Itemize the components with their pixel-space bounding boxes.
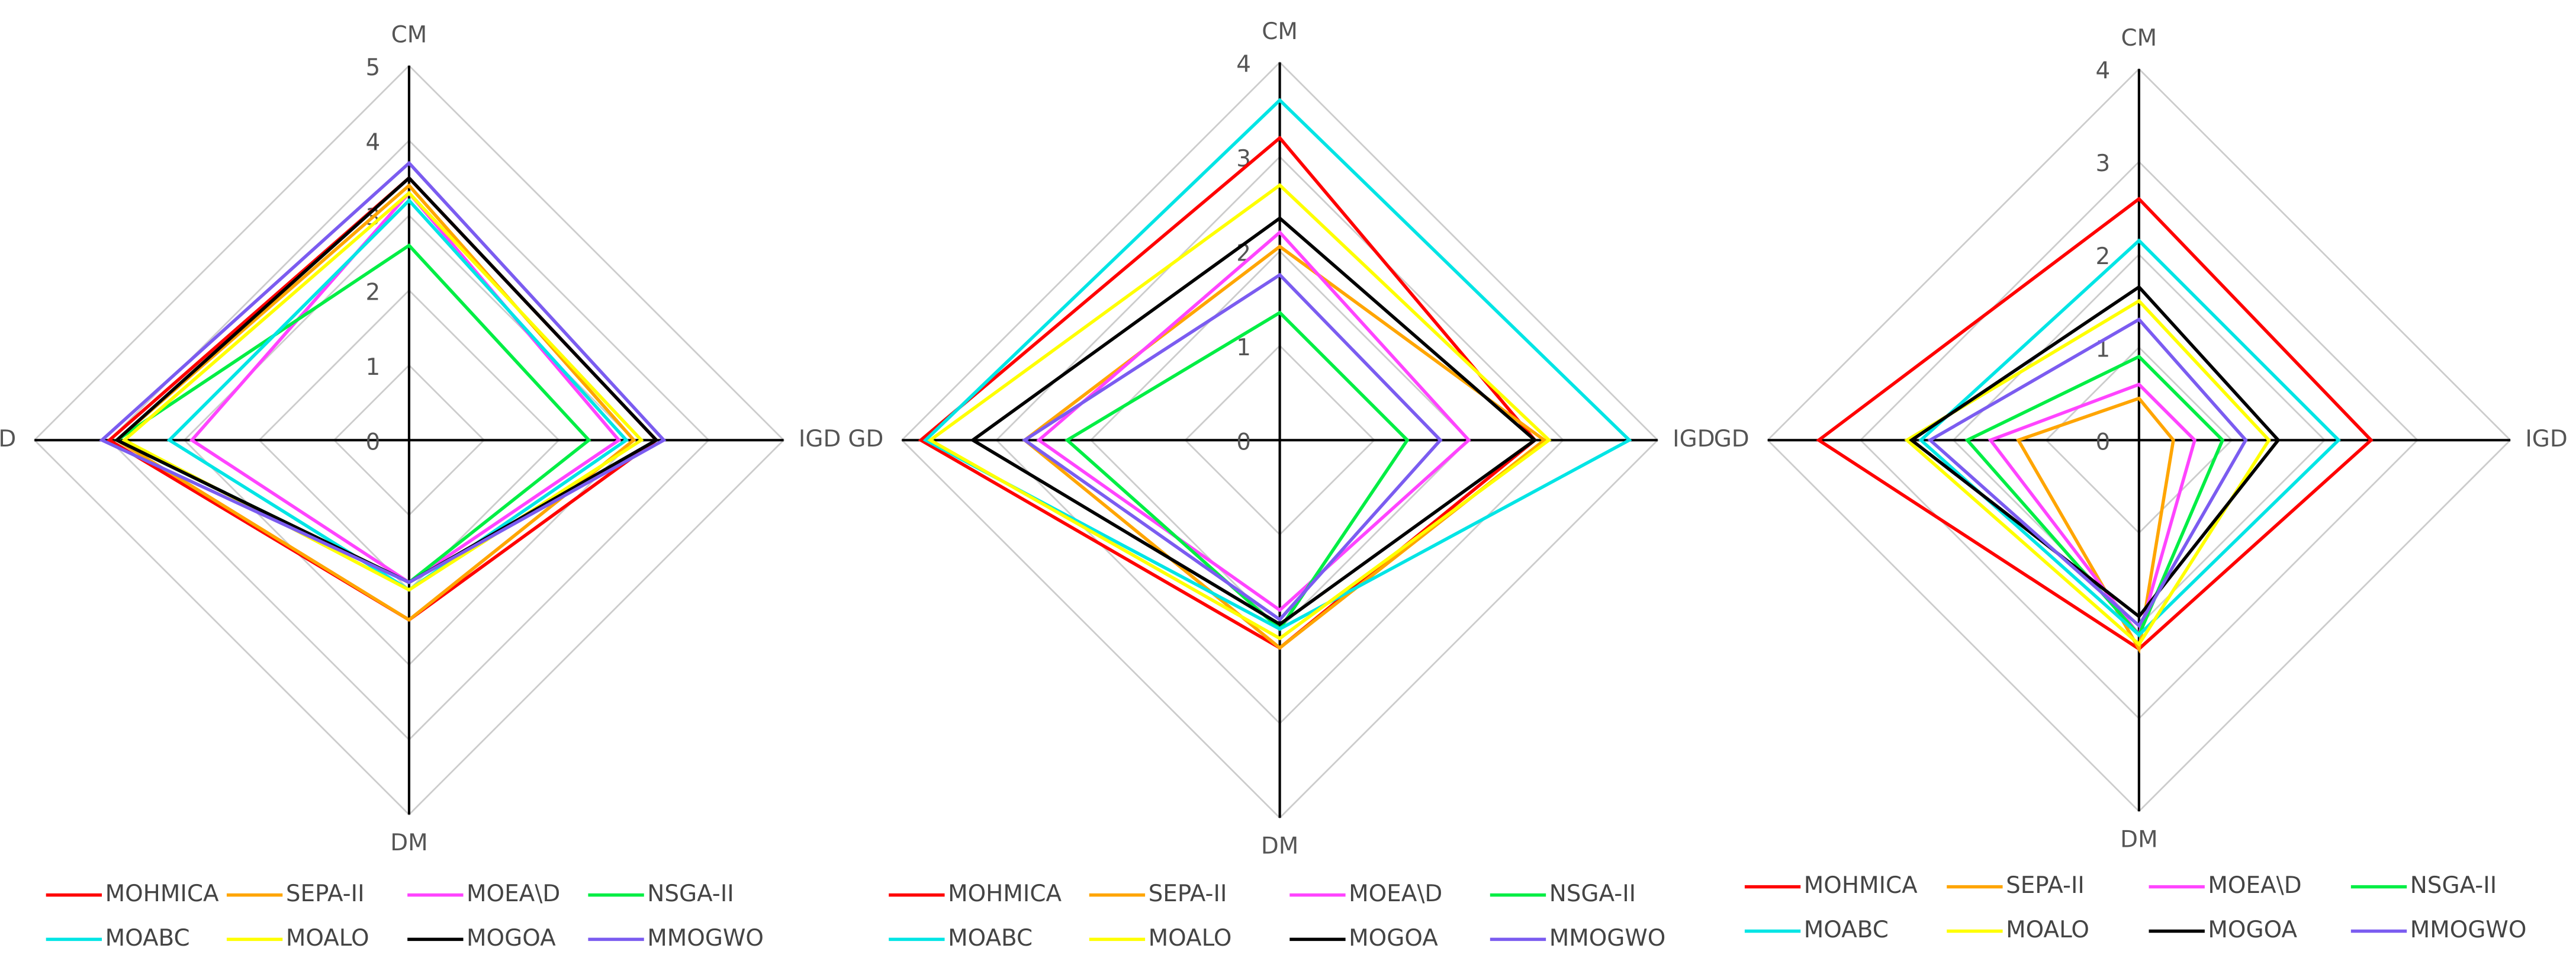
series-line xyxy=(1036,230,1471,612)
legend-item: SEPA-II xyxy=(1089,881,1227,907)
legend-label: MOEA\D xyxy=(1349,881,1442,907)
legend-label: MOABC xyxy=(1804,917,1889,943)
legend-label: MOEA\D xyxy=(467,881,560,907)
series-line xyxy=(970,216,1538,626)
tick-label: 1 xyxy=(366,354,381,381)
tick-label: 5 xyxy=(366,54,381,81)
tick-label: 4 xyxy=(1236,51,1251,78)
legend-item: MOABC xyxy=(889,925,1033,952)
series-line xyxy=(121,191,644,592)
legend-item: MOEA\D xyxy=(1289,881,1442,907)
tick-label: 0 xyxy=(1236,429,1251,455)
series-line xyxy=(1904,298,2271,647)
legend-item: MOEA\D xyxy=(2149,872,2302,899)
series-line xyxy=(1988,383,2197,639)
legend-label: MOEA\D xyxy=(2208,872,2301,899)
tick-label: 0 xyxy=(366,429,381,455)
legend-label: MOHMICA xyxy=(948,881,1062,907)
legend-label: MMOGWO xyxy=(1549,925,1666,952)
series-line xyxy=(114,183,636,622)
axis-label: CM xyxy=(1262,18,1298,45)
legend-label: NSGA-II xyxy=(1549,881,1636,907)
axis-label: IGD xyxy=(799,426,841,452)
legend-item: MOHMICA xyxy=(889,881,1062,907)
axis-label: IGD xyxy=(2525,426,2567,452)
legend-label: NSGA-II xyxy=(2410,872,2497,899)
legend-label: MMOGWO xyxy=(2410,917,2527,943)
legend-label: MOGOA xyxy=(1349,925,1438,952)
legend-label: MOABC xyxy=(105,925,190,952)
legend-item: MMOGWO xyxy=(2350,917,2527,943)
legend-item: MOGOA xyxy=(2149,917,2297,943)
axis-label: DM xyxy=(2120,826,2157,853)
legend-item: MMOGWO xyxy=(588,925,764,952)
axis-label: GD xyxy=(848,426,883,452)
legend-item: MOHMICA xyxy=(46,881,219,907)
legend-label: MOABC xyxy=(948,925,1033,952)
axis-label: GD xyxy=(1714,426,1750,452)
legend-item: MOABC xyxy=(1744,917,1889,943)
series-line xyxy=(2015,396,2175,654)
legend-label: SEPA-II xyxy=(2006,872,2085,899)
axis-label: GD xyxy=(0,426,16,452)
tick-label: 2 xyxy=(366,279,381,306)
series-line xyxy=(166,198,629,592)
axis-label: DM xyxy=(390,830,427,856)
radar-chart: CMIGDDMGD012345 xyxy=(0,22,841,857)
legend-item: MOALO xyxy=(1089,925,1232,952)
tick-label: 4 xyxy=(366,129,381,156)
series-line xyxy=(927,183,1552,641)
legend-item: MOEA\D xyxy=(407,881,560,907)
series-line xyxy=(1021,272,1443,622)
legend-item: NSGA-II xyxy=(1490,881,1636,907)
legend-label: MOHMICA xyxy=(105,881,219,907)
legend-label: MOHMICA xyxy=(1804,872,1918,899)
series-line xyxy=(1909,285,2281,619)
legend-label: NSGA-II xyxy=(647,881,734,907)
axis-label: IGD xyxy=(1673,426,1715,452)
legend-item: MMOGWO xyxy=(1490,925,1666,952)
legend-item: MOABC xyxy=(46,925,190,952)
series-line xyxy=(918,136,1538,650)
tick-label: 3 xyxy=(2095,150,2110,177)
series-line xyxy=(1918,238,2341,638)
series-line xyxy=(107,175,659,622)
tick-label: 0 xyxy=(2095,429,2110,455)
legend-item: MOGOA xyxy=(1289,925,1438,952)
legend-item: NSGA-II xyxy=(2350,872,2497,899)
legend-label: SEPA-II xyxy=(286,881,365,907)
legend-label: SEPA-II xyxy=(1149,881,1227,907)
tick-label: 4 xyxy=(2095,58,2110,85)
legend-label: MOGOA xyxy=(467,925,556,952)
legend-item: MOALO xyxy=(226,925,369,952)
legend-label: MOALO xyxy=(1149,925,1232,952)
legend-item: MOALO xyxy=(1947,917,2089,943)
legend-item: MOGOA xyxy=(407,925,556,952)
series-line xyxy=(1927,317,2248,629)
series-line xyxy=(1022,244,1547,650)
axis-label: CM xyxy=(2121,25,2157,52)
legend-label: MMOGWO xyxy=(647,925,764,952)
legend-label: MOALO xyxy=(286,925,369,952)
series-line xyxy=(922,98,1632,631)
legend-item: NSGA-II xyxy=(588,881,734,907)
axis-label: CM xyxy=(391,22,427,49)
legend-label: MOALO xyxy=(2006,917,2089,943)
legend-label: MOGOA xyxy=(2208,917,2297,943)
legend-item: MOHMICA xyxy=(1744,872,1918,899)
legend-item: SEPA-II xyxy=(226,881,365,907)
legend-item: SEPA-II xyxy=(1947,872,2085,899)
tick-label: 2 xyxy=(2095,243,2110,270)
series-line xyxy=(99,160,667,584)
axis-label: DM xyxy=(1261,833,1298,860)
